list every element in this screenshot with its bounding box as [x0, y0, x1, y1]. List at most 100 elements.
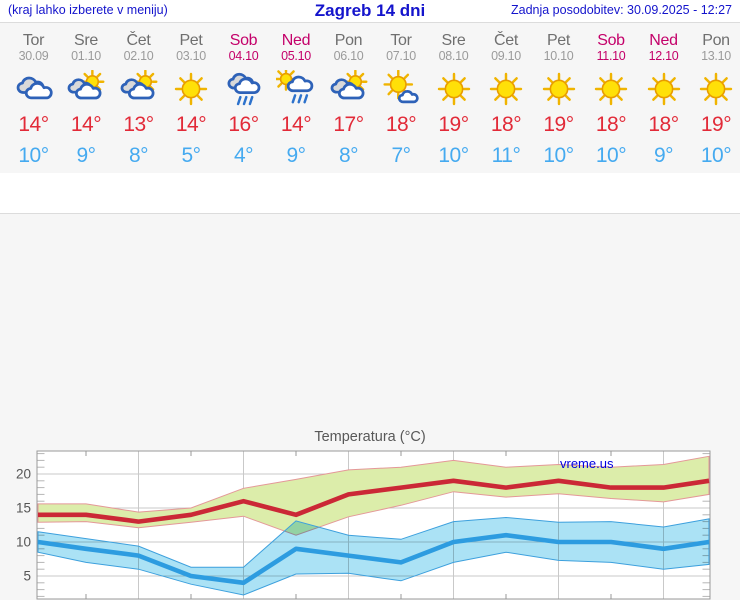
day-date: 01.10 — [71, 49, 101, 63]
weather-icon — [381, 69, 421, 108]
day-date: 06.10 — [333, 49, 364, 63]
day-name: Čet — [126, 32, 151, 49]
day-column: Čet 09.10 18° 11° — [480, 23, 533, 173]
max-temp-value: 13° — [123, 113, 154, 136]
day-name: Pon — [702, 32, 730, 49]
day-date: 13.10 — [701, 49, 731, 63]
min-temp-value: 10° — [438, 144, 469, 167]
max-temp-value: 14° — [280, 113, 312, 136]
day-column: Pon 13.10 19° 10° — [690, 23, 740, 173]
day-column: Sre 08.10 19° 10° — [427, 23, 480, 173]
day-column: Pet 10.10 19° 10° — [532, 23, 585, 173]
max-temp-value: 18° — [648, 113, 679, 136]
day-date: 30.09 — [18, 49, 49, 63]
weather-icon — [591, 70, 631, 108]
max-temp-value: 18° — [490, 113, 522, 136]
day-column: Pon 06.10 17° 8° — [322, 23, 375, 173]
min-temp-value: 8° — [338, 144, 359, 167]
day-name: Sob — [229, 32, 258, 49]
sun-rain-icon — [274, 67, 314, 104]
day-name: Čet — [494, 32, 518, 49]
min-temp-value: 9° — [653, 144, 674, 167]
sunny-icon — [437, 72, 470, 106]
weather-icon — [644, 70, 684, 108]
min-temp-value: 7° — [391, 144, 411, 167]
day-column: Tor 07.10 18° 7° — [375, 23, 428, 173]
min-temp-value: 10° — [543, 144, 574, 167]
min-temp-value: 10° — [700, 144, 732, 167]
weather-icon — [119, 69, 159, 108]
max-temp-value: 19° — [700, 113, 732, 136]
partly-cloudy-icon — [67, 69, 105, 100]
day-date: 11.10 — [596, 49, 626, 63]
partly-cloudy-icon — [120, 69, 157, 100]
last-update-text: Zadnja posodobitev: 30.09.2025 - 12:27 — [510, 3, 732, 17]
day-name: Pon — [334, 32, 363, 49]
day-date: 10.10 — [543, 49, 574, 63]
min-temp-value: 10° — [18, 144, 49, 167]
day-date: 08.10 — [438, 49, 469, 63]
weather-icon — [539, 70, 579, 108]
min-temp-value: 11° — [491, 144, 521, 167]
temp-axis-label: 20 — [16, 467, 31, 482]
sunny-icon — [699, 72, 733, 106]
rain-icon — [227, 72, 260, 106]
header-bar: (kraj lahko izberete v meniju) Zagreb 14… — [0, 0, 740, 22]
min-temp-value: 5° — [181, 144, 201, 167]
max-temp-value: 16° — [228, 113, 259, 136]
day-column: Tor 30.09 14° 10° — [7, 23, 60, 173]
sunny-icon — [489, 72, 523, 106]
min-temp-value: 8° — [128, 144, 149, 167]
menu-hint-text: (kraj lahko izberete v meniju) — [8, 3, 168, 17]
day-name: Ned — [281, 32, 311, 49]
max-temp-value: 14° — [18, 113, 49, 136]
weather-icon — [329, 69, 369, 108]
day-column: Sob 11.10 18° 10° — [585, 23, 638, 173]
mostly-sunny-icon — [383, 69, 419, 104]
day-name: Tor — [390, 32, 412, 49]
sunny-icon — [594, 72, 628, 106]
cloudy-icon — [16, 76, 53, 100]
day-name: Pet — [179, 32, 203, 49]
weather-icon — [14, 70, 54, 108]
day-date: 09.10 — [491, 49, 521, 63]
day-column: Ned 05.10 14° 9° — [270, 23, 323, 173]
max-temp-value: 14° — [175, 113, 207, 136]
forecast-strip-panel: Tor 30.09 14° 10° Sre 01.10 14° 9° Čet 02.10 13° 8°… — [0, 22, 740, 173]
min-temp-value: 9° — [286, 144, 306, 167]
temperature-chart-title: Temperatura (°C) — [314, 429, 426, 445]
max-temp-value: 18° — [595, 113, 627, 136]
day-name: Pet — [546, 32, 571, 49]
day-column: Ned 12.10 18° 9° — [637, 23, 690, 173]
temp-axis-label: 10 — [16, 535, 31, 550]
weather-icon — [486, 70, 526, 108]
day-date: 03.10 — [176, 49, 206, 63]
partly-cloudy-icon — [330, 69, 367, 100]
day-column: Sob 04.10 16° 4° — [217, 23, 270, 173]
day-date: 12.10 — [648, 49, 679, 63]
temp-axis-label: 5 — [23, 569, 31, 584]
day-date: 04.10 — [228, 49, 259, 63]
watermark-link[interactable]: vreme.us — [560, 456, 614, 471]
temperature-chart: 5 10 15 20 — [16, 450, 711, 600]
max-temp-value: 19° — [543, 113, 574, 136]
weather-icon — [274, 67, 316, 108]
min-temp-value: 4° — [233, 144, 254, 167]
day-date: 02.10 — [123, 49, 154, 63]
temp-axis-label: 15 — [16, 501, 31, 516]
min-temp-value: 9° — [76, 144, 96, 167]
weather-icon — [66, 69, 106, 108]
day-name: Sob — [597, 32, 625, 49]
day-column: Pet 03.10 14° 5° — [165, 23, 218, 173]
page-title: Zagreb 14 dni — [314, 1, 426, 20]
weather-icon — [696, 70, 736, 108]
weather-icon — [434, 70, 474, 108]
day-name: Sre — [74, 32, 98, 49]
day-name: Ned — [649, 32, 678, 49]
day-date: 07.10 — [386, 49, 416, 63]
max-temp-value: 19° — [438, 113, 469, 136]
day-name: Sre — [441, 32, 466, 49]
sunny-icon — [174, 72, 208, 106]
